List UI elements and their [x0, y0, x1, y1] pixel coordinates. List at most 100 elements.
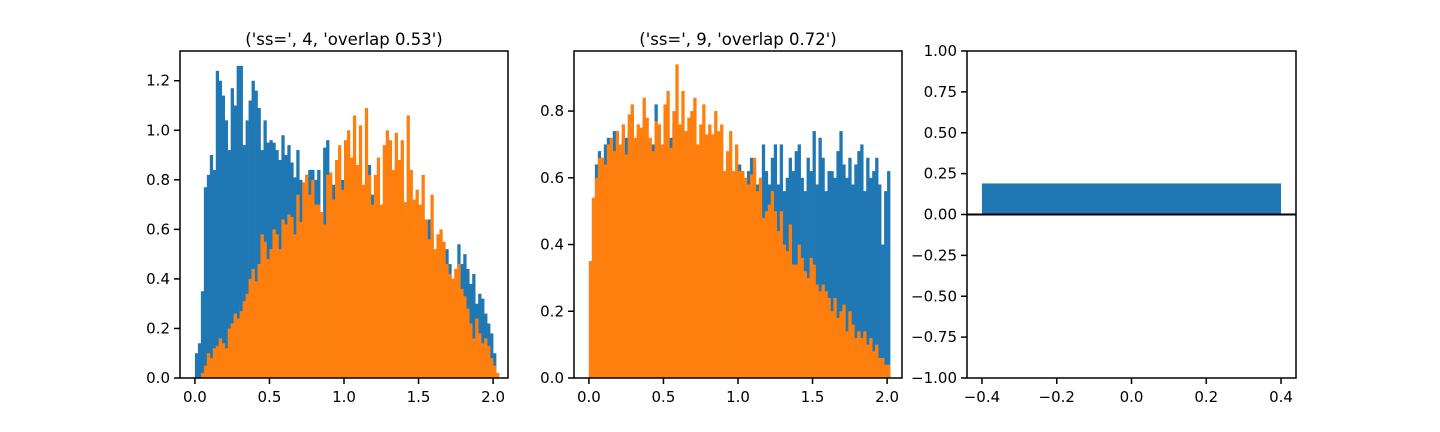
histogram-bar	[317, 204, 321, 378]
histogram-bar	[749, 174, 754, 378]
histogram-bar	[430, 194, 434, 378]
histogram-bar	[197, 343, 202, 378]
histogram-bar	[839, 131, 843, 378]
histogram-bar	[358, 125, 363, 378]
histogram-bar	[806, 277, 810, 378]
histogram-bar	[424, 219, 428, 378]
histogram-bar	[702, 104, 706, 378]
histogram-bar	[827, 297, 831, 378]
y-tick-label: 0.6	[540, 169, 564, 187]
histogram-bar	[684, 131, 688, 378]
histogram-bar	[767, 204, 772, 378]
y-tick-label: −1.00	[911, 369, 957, 387]
histogram-bar	[335, 160, 339, 378]
histogram-bar	[863, 191, 867, 378]
histogram-bar	[830, 171, 834, 378]
histogram-bar	[484, 338, 488, 378]
histogram-bar	[639, 127, 643, 379]
histogram-bar	[642, 97, 646, 379]
histogram-bar	[478, 333, 482, 378]
histogram-bar	[818, 137, 822, 378]
histogram-bar	[251, 269, 255, 378]
histogram-bar	[346, 130, 351, 378]
histogram-bar	[815, 284, 819, 378]
x-tick-label: 1.0	[726, 388, 750, 406]
histogram-bar	[314, 204, 318, 378]
histogram-bar	[206, 353, 211, 378]
histogram-bar	[475, 318, 479, 378]
histogram-bar	[406, 115, 410, 378]
histogram-bar	[341, 189, 345, 378]
histogram-bar	[776, 231, 781, 378]
histogram-bar	[442, 241, 446, 378]
histogram-bar	[239, 65, 243, 379]
histogram-bar	[624, 154, 628, 378]
histogram-bar	[272, 229, 276, 378]
histogram-bar	[717, 131, 721, 378]
histogram-bar	[690, 111, 694, 378]
histogram-bar	[421, 174, 425, 378]
y-tick-label: −0.75	[911, 328, 957, 346]
y-tick-label: −0.25	[911, 246, 957, 264]
histogram-bar	[248, 278, 252, 378]
histogram-bar	[367, 174, 372, 378]
histogram-bar	[376, 157, 381, 378]
x-tick-label: 0.0	[1120, 388, 1144, 406]
histogram-bar	[788, 224, 792, 378]
histogram-bar	[842, 304, 846, 378]
histogram-bar	[857, 151, 861, 378]
histogram-bar	[227, 328, 231, 378]
y-tick-label: 0.2	[146, 319, 170, 337]
histogram-bar	[681, 91, 685, 378]
histogram-bar	[251, 80, 255, 378]
histogram-bar	[370, 204, 375, 378]
histogram-bar	[699, 124, 703, 378]
histogram-bar	[815, 184, 819, 378]
histogram-bar	[412, 199, 416, 378]
histogram-bar	[881, 244, 885, 378]
histogram-bar	[496, 373, 500, 378]
series-2	[588, 64, 891, 379]
histogram-bar	[305, 174, 309, 378]
y-tick-label: 0.8	[540, 102, 564, 120]
histogram-bar	[732, 171, 736, 378]
x-tick-label: 0.0	[577, 388, 601, 406]
histogram-bar	[382, 145, 387, 378]
y-tick-label: 0.0	[146, 369, 170, 387]
histogram-bar	[436, 234, 440, 378]
histogram-bar	[594, 177, 599, 378]
histogram-bar	[361, 184, 366, 378]
x-tick-label: 2.0	[875, 388, 899, 406]
histogram-bar	[618, 144, 623, 378]
histogram-bar	[705, 134, 709, 378]
histogram-bar	[887, 364, 891, 378]
histogram-bar	[854, 337, 858, 378]
histogram-bar	[403, 202, 407, 378]
bar-panel: −0.4 −0.2 0.0 0.2 0.4 −1.00 −0.75 −0.50 −0.25 0.0…	[911, 42, 1297, 406]
histogram-bar	[696, 144, 700, 378]
histogram-bar	[869, 177, 873, 378]
histogram-bar	[490, 358, 494, 378]
histogram-bar	[400, 140, 404, 378]
histogram-bar	[439, 229, 443, 378]
histogram-bar	[827, 171, 831, 378]
histogram-bar	[451, 278, 455, 378]
y-tick-label: 1.2	[146, 72, 170, 90]
histogram-bar	[245, 293, 249, 378]
histogram-bar	[621, 124, 625, 378]
histogram-bar	[821, 157, 825, 378]
histogram-bar	[711, 134, 715, 378]
histogram-bar	[472, 273, 476, 378]
histogram-bar	[212, 169, 217, 378]
histogram-bar	[203, 187, 208, 378]
histogram-bar	[203, 365, 208, 378]
histogram-bar	[860, 144, 864, 378]
histogram-bar	[770, 191, 775, 378]
histogram-bar	[839, 311, 843, 378]
histogram-bar	[263, 241, 267, 378]
histogram-bar	[761, 217, 766, 378]
histogram-bar	[812, 264, 816, 378]
histogram-bar	[364, 107, 369, 378]
y-tick-label: 0.8	[146, 171, 170, 189]
